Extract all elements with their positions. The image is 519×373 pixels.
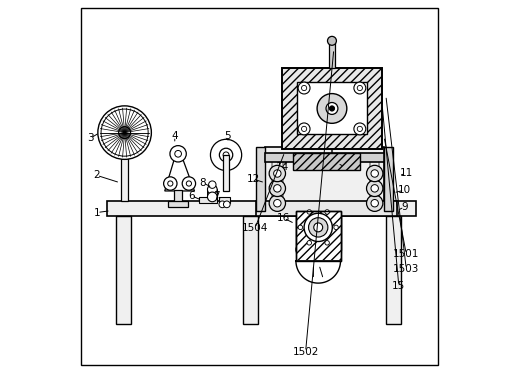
Circle shape — [326, 103, 338, 115]
Circle shape — [325, 241, 330, 245]
Circle shape — [274, 200, 281, 207]
Circle shape — [304, 213, 332, 241]
Circle shape — [317, 94, 347, 123]
Text: 15: 15 — [392, 281, 405, 291]
Bar — [386, 216, 401, 324]
Text: 17: 17 — [317, 275, 330, 284]
Circle shape — [307, 241, 311, 245]
Text: 1: 1 — [94, 207, 100, 217]
Bar — [107, 201, 416, 216]
Circle shape — [357, 85, 362, 91]
Circle shape — [223, 152, 229, 158]
Circle shape — [357, 126, 362, 132]
Circle shape — [366, 195, 383, 211]
Text: 9: 9 — [401, 202, 408, 212]
Circle shape — [168, 181, 173, 186]
Circle shape — [269, 165, 285, 182]
Polygon shape — [296, 261, 340, 283]
Circle shape — [366, 180, 383, 197]
Circle shape — [371, 170, 378, 177]
Bar — [256, 201, 397, 216]
Circle shape — [98, 106, 152, 159]
Circle shape — [175, 150, 182, 157]
Circle shape — [298, 123, 310, 135]
Circle shape — [186, 181, 192, 186]
Circle shape — [371, 185, 378, 192]
Text: 16: 16 — [277, 213, 290, 223]
Text: 1503: 1503 — [393, 264, 419, 274]
Bar — [296, 211, 340, 253]
Circle shape — [170, 145, 186, 162]
Bar — [384, 147, 393, 211]
Circle shape — [274, 170, 281, 177]
Bar — [265, 153, 384, 162]
Circle shape — [371, 200, 378, 207]
Circle shape — [334, 225, 338, 230]
Circle shape — [302, 85, 307, 91]
Circle shape — [302, 126, 307, 132]
Text: 1501: 1501 — [393, 249, 419, 259]
Bar — [330, 41, 335, 68]
Text: 14: 14 — [276, 162, 290, 172]
Circle shape — [327, 37, 336, 45]
Polygon shape — [165, 146, 195, 191]
Circle shape — [314, 223, 323, 232]
Text: 1502: 1502 — [292, 347, 319, 357]
Text: 6: 6 — [188, 191, 195, 201]
Circle shape — [163, 177, 177, 190]
Bar — [256, 147, 265, 211]
Bar — [199, 197, 217, 203]
Bar — [296, 211, 340, 261]
Bar — [282, 68, 382, 149]
Circle shape — [366, 165, 383, 182]
Circle shape — [274, 185, 281, 192]
Bar — [297, 82, 367, 135]
Circle shape — [354, 123, 366, 135]
Circle shape — [269, 195, 285, 211]
Text: 4: 4 — [171, 131, 178, 141]
Ellipse shape — [296, 238, 340, 262]
Text: 12: 12 — [247, 174, 260, 184]
Bar — [121, 129, 128, 201]
Text: 1504: 1504 — [242, 223, 268, 233]
Circle shape — [330, 106, 335, 111]
Circle shape — [219, 201, 226, 208]
Bar — [116, 216, 131, 324]
Text: 13: 13 — [337, 162, 351, 172]
Bar — [224, 155, 229, 191]
Text: 3: 3 — [87, 133, 94, 143]
Circle shape — [224, 201, 230, 208]
Text: 7: 7 — [213, 191, 220, 201]
Text: 18: 18 — [307, 275, 320, 284]
Circle shape — [298, 82, 310, 94]
Circle shape — [325, 210, 330, 214]
Circle shape — [210, 139, 242, 170]
Circle shape — [182, 177, 196, 190]
Bar — [174, 190, 182, 203]
Circle shape — [209, 181, 216, 188]
Circle shape — [208, 185, 217, 194]
Bar — [293, 153, 360, 170]
Circle shape — [269, 180, 285, 197]
Bar — [243, 216, 257, 324]
Text: 8: 8 — [200, 178, 207, 188]
Bar — [265, 147, 384, 211]
Circle shape — [307, 210, 311, 214]
Bar — [169, 201, 188, 207]
Text: 10: 10 — [398, 185, 411, 195]
Bar — [220, 197, 230, 203]
Text: 11: 11 — [400, 169, 413, 179]
Circle shape — [220, 148, 233, 162]
Circle shape — [208, 192, 217, 202]
Circle shape — [119, 127, 131, 138]
Circle shape — [354, 82, 366, 94]
Circle shape — [309, 218, 328, 237]
Text: 2: 2 — [93, 170, 100, 181]
Text: 5: 5 — [225, 131, 231, 141]
Circle shape — [298, 225, 303, 230]
